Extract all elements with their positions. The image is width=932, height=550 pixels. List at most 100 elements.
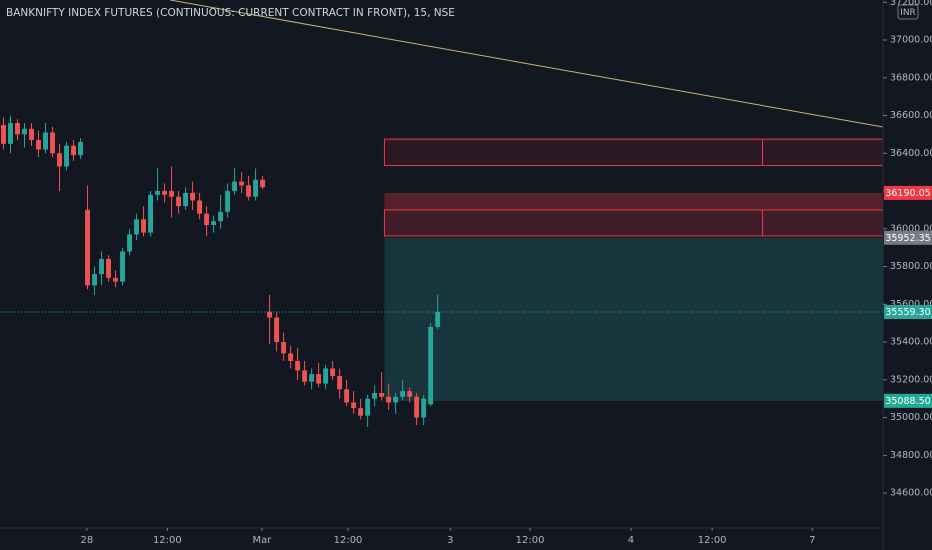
candle-body (183, 192, 189, 207)
plot-area (0, 0, 884, 428)
currency-box (897, 4, 919, 20)
candle-body (386, 396, 392, 403)
candle-body (267, 311, 273, 318)
candle-body (50, 132, 55, 154)
candle-body (141, 219, 146, 233)
price-label-box (884, 185, 932, 200)
candle-body (400, 391, 406, 397)
x-tick-label: 4 (628, 535, 634, 546)
y-tick-label: 35600.00 (890, 299, 932, 310)
candle-body (22, 128, 27, 135)
x-tick-label: 3 (447, 535, 453, 546)
candle-body (274, 317, 280, 343)
zone (384, 237, 883, 401)
candle-body (85, 209, 90, 286)
x-tick-label: 12:00 (516, 535, 545, 546)
candle-body (365, 398, 371, 416)
candle-body (239, 181, 245, 186)
candle-body (428, 326, 434, 405)
y-tick-label: 34800.00 (890, 450, 932, 461)
candle-body (1, 124, 6, 144)
x-tick-label: 12:00 (334, 535, 363, 546)
candle-body (36, 140, 41, 150)
candle-body (232, 181, 238, 192)
trend-line (170, 0, 884, 128)
x-tick-label: 12:00 (698, 535, 727, 546)
candle-body (309, 374, 315, 382)
candle-body (344, 389, 350, 403)
candle-body (162, 191, 168, 195)
y-tick-label: 34600.00 (890, 488, 932, 499)
candle-body (8, 123, 13, 144)
x-tick-label: 28 (80, 535, 93, 546)
candle-body (15, 123, 20, 135)
zone (383, 209, 884, 237)
candle-body (407, 391, 413, 397)
candle-body (225, 191, 231, 212)
y-tick-label: 36400.00 (890, 148, 932, 159)
candle-body (288, 353, 294, 361)
y-tick-label: 37200.00 (890, 0, 932, 8)
price-label-box (884, 393, 932, 408)
price-label: 35952.35 (885, 233, 930, 244)
candle-body (176, 196, 182, 207)
candle-body (155, 191, 161, 195)
candle-body (414, 396, 420, 418)
candle-body (148, 194, 154, 233)
candle-body (71, 145, 76, 156)
candle-body (113, 277, 118, 282)
x-tick-label: Mar (252, 535, 272, 546)
price-label-box (884, 304, 932, 319)
chart-title: BANKNIFTY INDEX FUTURES (CONTINUOUS: CUR… (6, 7, 455, 19)
price-label: 35559.30 (885, 307, 930, 318)
price-label: 35088.50 (885, 396, 930, 407)
candle-body (106, 258, 111, 278)
candle-body (435, 311, 441, 327)
candle-body (197, 200, 203, 214)
candle-body (78, 141, 83, 156)
y-tick-label: 37000.00 (890, 35, 932, 46)
candle-body (99, 258, 104, 275)
candle-body (323, 368, 329, 384)
y-tick-label: 35000.00 (890, 412, 932, 423)
candle-body (92, 274, 97, 286)
candle-body (218, 211, 224, 222)
candle-body (204, 213, 210, 226)
candle-body (253, 179, 259, 197)
candle-body (295, 360, 301, 371)
candle-body (421, 398, 427, 418)
candle-body (358, 408, 364, 416)
candle-body (302, 370, 308, 382)
x-tick-label: 7 (809, 535, 815, 546)
candle-body (127, 234, 132, 252)
candle-body (190, 192, 196, 201)
candle-body (351, 402, 357, 409)
candle-body (316, 374, 322, 384)
candle-body (337, 376, 343, 390)
x-tick-label: 12:00 (153, 535, 182, 546)
y-tick-label: 35200.00 (890, 374, 932, 385)
zone (384, 192, 883, 210)
y-tick-label: 36000.00 (890, 223, 932, 234)
candle-body (260, 179, 266, 188)
candle-body (379, 393, 385, 397)
candle-body (134, 219, 139, 235)
candle-body (372, 393, 378, 399)
price-label-box (884, 230, 932, 245)
candle-body (64, 145, 69, 167)
y-tick-label: 35400.00 (890, 337, 932, 348)
candle-body (29, 128, 34, 141)
candle-body (43, 132, 48, 150)
candle-body (169, 191, 175, 197)
y-tick-label: 36800.00 (890, 72, 932, 83)
candle-body (393, 396, 399, 403)
currency: INR (900, 8, 916, 18)
y-tick-label: 36600.00 (890, 110, 932, 121)
price-label: 36190.05 (885, 188, 930, 199)
zone (383, 138, 884, 167)
candle-body (246, 185, 252, 197)
candle-body (281, 342, 287, 354)
